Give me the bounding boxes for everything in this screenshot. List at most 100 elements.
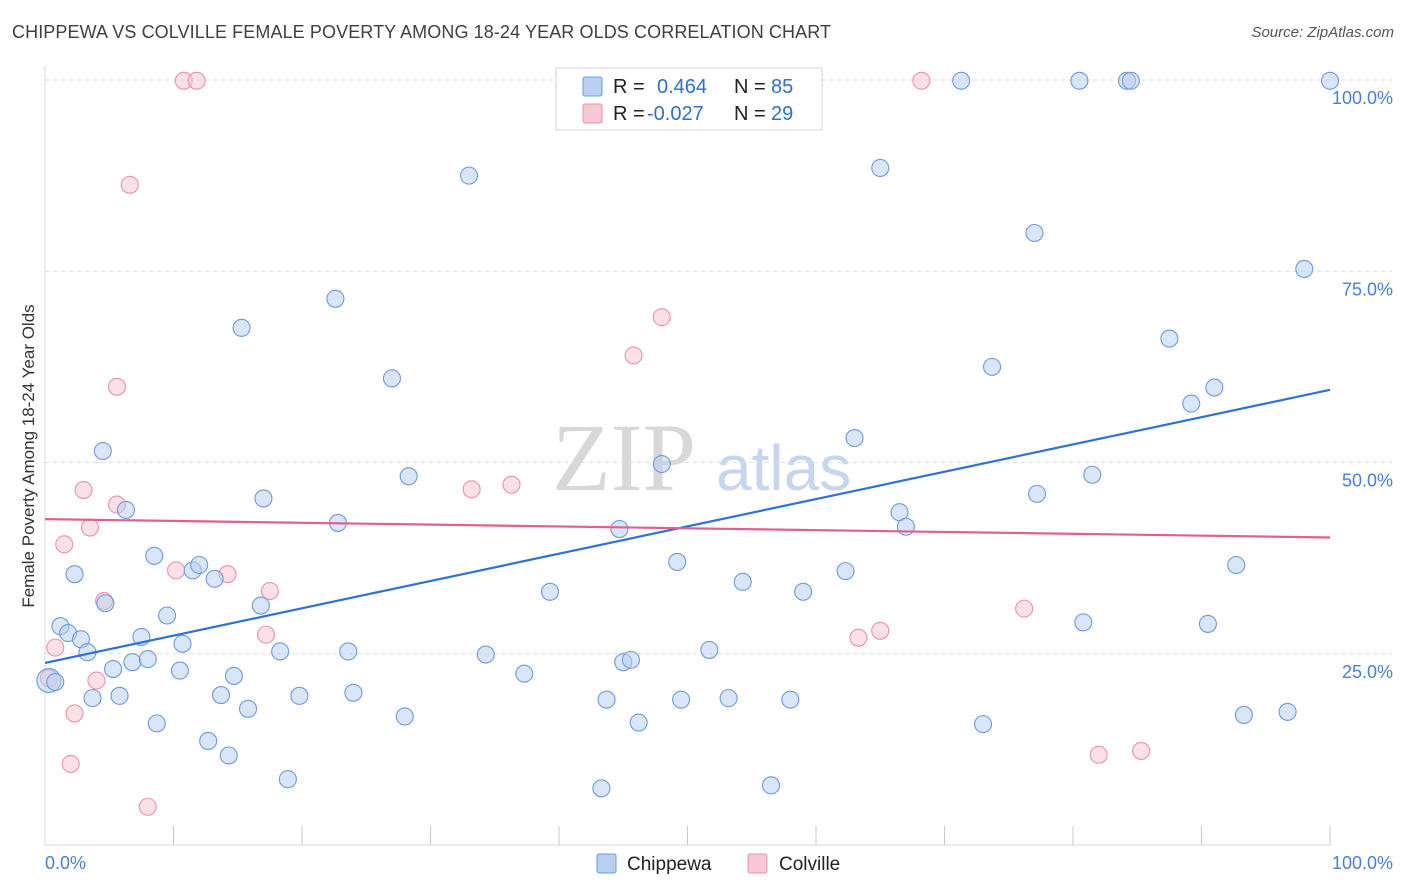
colville-point — [87, 671, 106, 690]
chippewa-point — [629, 713, 648, 732]
colville-point — [652, 308, 671, 327]
colville-point — [80, 518, 100, 537]
y-tick-label: 25.0% — [1342, 662, 1393, 682]
y-tick-labels: 25.0% 50.0% 75.0% 100.0% — [1332, 88, 1393, 682]
legend-n-label-colville: N = — [734, 103, 766, 125]
x-tick-label-max: 100.0% — [1332, 853, 1393, 873]
chippewa-point — [173, 634, 192, 653]
chippewa-point — [1160, 329, 1179, 348]
colville-point — [65, 704, 84, 723]
bottom-legend-label-chippewa: Chippewa — [627, 854, 712, 875]
legend-swatch-chippewa — [582, 76, 603, 97]
legend-box: R = 0.464 N = 85 R = -0.027 N = 29 — [555, 67, 823, 131]
chippewa-point — [170, 661, 189, 680]
chippewa-point — [761, 776, 781, 795]
legend-n-label-chippewa: N = — [734, 76, 766, 98]
chippewa-point — [476, 645, 495, 664]
legend-n-value-colville: 29 — [771, 103, 793, 125]
colville-point — [462, 480, 481, 499]
colville-point — [187, 71, 206, 90]
chippewa-point — [278, 770, 297, 789]
colville-point — [912, 71, 931, 90]
chippewa-point — [395, 707, 414, 726]
chippewa-point — [116, 500, 136, 519]
chippewa-point — [794, 582, 813, 601]
chippewa-point — [621, 650, 641, 669]
chippewa-point — [219, 746, 238, 765]
chippewa-point — [597, 690, 616, 709]
chippewa-point — [199, 731, 218, 751]
chippewa-point — [1182, 394, 1201, 413]
y-axis-label: Female Poverty Among 18-24 Year Olds — [19, 304, 38, 607]
chippewa-point — [459, 166, 479, 185]
chippewa-point — [845, 428, 864, 448]
chippewa-point — [145, 546, 164, 565]
chippewa-point — [515, 664, 534, 683]
chippewa-point — [1025, 223, 1044, 243]
chippewa-point — [668, 552, 687, 572]
y-tick-label: 75.0% — [1342, 279, 1393, 299]
chippewa-point — [973, 715, 993, 734]
x-ticks — [173, 826, 1331, 845]
colville-point — [138, 797, 157, 816]
chippewa-point — [836, 562, 855, 581]
chippewa-point — [326, 289, 345, 308]
chippewa-point — [399, 467, 418, 486]
colville-point — [167, 561, 186, 580]
chippewa-point — [1227, 555, 1246, 575]
chippewa-point — [592, 779, 611, 798]
colville-point — [55, 535, 74, 554]
chippewa-point — [254, 489, 273, 508]
chippewa-point — [1027, 484, 1047, 503]
colville-point — [624, 346, 643, 365]
chippewa-point — [1074, 613, 1093, 632]
y-tick-label: 100.0% — [1332, 88, 1393, 108]
colville-point — [1089, 745, 1108, 764]
colville-point — [256, 625, 276, 644]
chippewa-point — [1320, 71, 1340, 90]
chippewa-point — [205, 569, 224, 588]
chippewa-point — [781, 690, 800, 709]
gridlines — [45, 79, 1392, 655]
y-tick-label: 50.0% — [1342, 471, 1393, 491]
chippewa-point — [224, 666, 243, 685]
chippewa-point — [733, 572, 752, 591]
legend-r-label-chippewa: R = — [613, 76, 645, 98]
chippewa-point — [344, 683, 363, 702]
chippewa-point — [138, 650, 157, 669]
colville-point — [74, 480, 93, 500]
chippewa-point — [952, 71, 971, 90]
chippewa-point — [93, 441, 112, 461]
chippewa-point — [1234, 705, 1253, 725]
chippewa-point — [610, 520, 629, 539]
chippewa-point — [719, 689, 738, 708]
source-credit: Source: ZipAtlas.com — [1251, 24, 1394, 41]
chippewa-point — [211, 686, 231, 705]
colville-trend-line — [44, 518, 1331, 539]
chippewa-point — [104, 659, 123, 679]
chippewa-point — [232, 318, 251, 337]
legend-swatch-colville — [582, 103, 603, 124]
chippewa-point — [158, 606, 177, 625]
chippewa-point — [110, 686, 129, 705]
chippewa-point — [83, 689, 102, 708]
colville-point — [61, 754, 80, 773]
chippewa-point — [46, 673, 65, 692]
colville-point — [46, 638, 65, 657]
chippewa-point — [123, 653, 142, 672]
bottom-legend: Chippewa Colville — [596, 853, 840, 875]
chippewa-point — [271, 642, 290, 661]
chippewa-point — [290, 686, 309, 705]
trend-lines — [44, 388, 1331, 665]
chippewa-point — [1205, 378, 1224, 397]
colville-point — [1015, 599, 1034, 618]
chart-title: CHIPPEWA VS COLVILLE FEMALE POVERTY AMON… — [12, 22, 832, 42]
chippewa-point — [672, 690, 691, 709]
chippewa-point — [251, 596, 270, 615]
watermark-atlas: atlas — [716, 432, 851, 504]
chippewa-point — [96, 594, 115, 613]
bottom-legend-swatch-chippewa — [596, 853, 617, 874]
legend-r-value-chippewa: 0.464 — [657, 76, 707, 98]
chippewa-point — [540, 582, 560, 601]
